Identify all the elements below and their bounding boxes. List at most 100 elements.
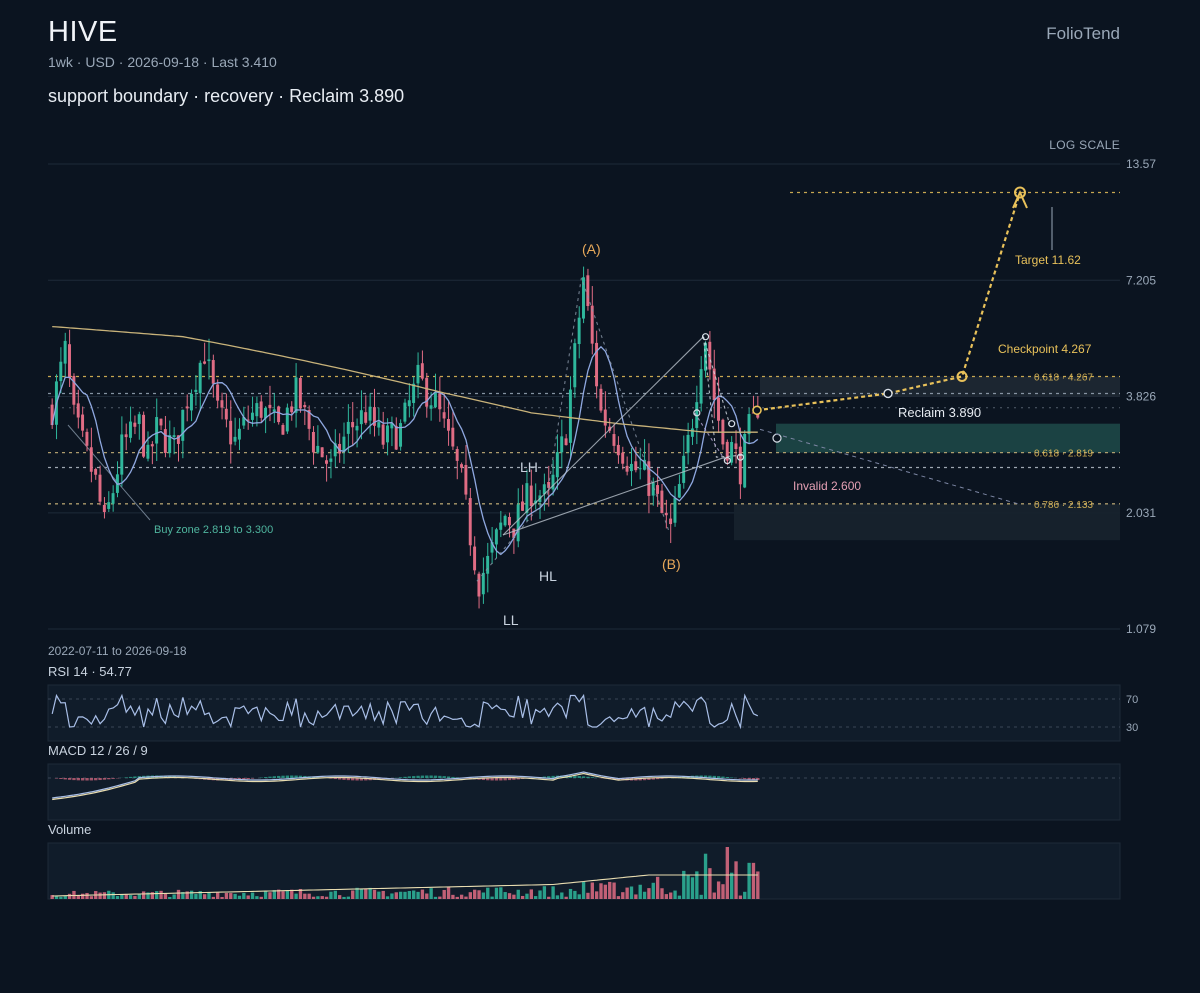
volume-bar (281, 891, 285, 899)
swing-label: HL (539, 568, 557, 584)
macd-line (52, 771, 758, 799)
candle (129, 406, 132, 443)
candle-body (529, 485, 533, 507)
candle-body (399, 423, 403, 447)
candle (259, 395, 263, 423)
macd-histogram-bar (651, 778, 655, 780)
candle (338, 433, 342, 463)
volume-bar (420, 889, 425, 899)
candle (89, 427, 93, 483)
candle (425, 372, 429, 418)
candle-body (150, 444, 154, 447)
candle (229, 400, 233, 464)
candle-body (377, 422, 381, 428)
volume-bar (181, 892, 185, 899)
macd-histogram-bar (76, 778, 80, 781)
candle-body (89, 447, 93, 472)
candle (625, 456, 629, 476)
volume-bar (355, 887, 359, 899)
candle-body (63, 340, 67, 364)
reclaim-label: Reclaim 3.890 (898, 405, 981, 420)
entry-marker (772, 433, 782, 443)
macd-histogram-bar (429, 775, 433, 778)
macd-histogram-bar (72, 778, 76, 781)
candle-body (355, 425, 359, 431)
volume-bar (682, 870, 686, 899)
volume-bar (730, 872, 734, 899)
macd-histogram-bar (67, 778, 72, 780)
candle-body (381, 424, 385, 445)
volume-bar (342, 896, 346, 899)
candle-body (394, 425, 398, 450)
candle (59, 347, 63, 394)
candle-body (168, 435, 172, 454)
macd-histogram-bar (503, 778, 507, 781)
candle-body (507, 516, 511, 526)
candle-body (229, 420, 233, 445)
volume-bar (416, 891, 420, 899)
candle (403, 398, 407, 424)
candle (303, 401, 307, 426)
macd-histogram-bar (721, 776, 725, 778)
candle (355, 418, 359, 448)
candle (298, 376, 302, 413)
macd-histogram-bar (398, 777, 403, 778)
candle (137, 411, 141, 440)
candle (738, 427, 742, 499)
candle-body (621, 452, 625, 464)
candle (150, 441, 154, 465)
volume-bar (494, 887, 499, 899)
swing-label: LL (503, 612, 519, 628)
volume-bar (211, 896, 216, 899)
candle (490, 526, 494, 565)
candle-body (725, 441, 729, 461)
triangle-edge (702, 336, 731, 424)
candle-body (68, 344, 71, 379)
volume-bar (525, 893, 529, 899)
candle-body (438, 393, 442, 410)
candle (333, 429, 337, 468)
volume-bar (486, 887, 490, 899)
candle (616, 436, 620, 464)
candle-body (316, 445, 320, 453)
target-marker (1014, 186, 1026, 199)
macd-histogram-bar (346, 778, 351, 781)
candle-body (490, 542, 494, 553)
volume-bar (695, 871, 699, 899)
candle-body (290, 406, 294, 413)
candle (481, 557, 485, 604)
volume-bar (712, 892, 716, 899)
candle (747, 408, 751, 445)
wave-path (476, 277, 670, 582)
candle-body (107, 502, 111, 509)
candle-body (129, 421, 132, 438)
candle-body (521, 501, 524, 511)
candle (525, 469, 529, 521)
candle-body (451, 427, 455, 447)
candle-body (743, 433, 747, 488)
macd-histogram-bar (708, 775, 712, 778)
candle-body (211, 360, 215, 384)
macd-histogram-bar (290, 775, 294, 778)
volume-bar (756, 871, 760, 899)
volume-bar (446, 886, 451, 899)
candle (285, 403, 289, 434)
volume-bar (664, 894, 669, 899)
candle (708, 331, 712, 380)
buy-zone-box (776, 423, 1120, 453)
candle (429, 392, 433, 421)
candle-body (364, 412, 368, 423)
candle-body (281, 424, 285, 435)
channel-upper (502, 336, 704, 536)
volume-bar (250, 892, 255, 899)
candle-body (560, 436, 564, 453)
candle (664, 499, 668, 529)
pattern-lines (476, 277, 762, 582)
candle (499, 510, 503, 538)
candle (264, 406, 267, 434)
candle-body (642, 459, 646, 470)
candle-body (464, 465, 468, 495)
macd-histogram-bar (425, 775, 429, 778)
candle-body (660, 490, 664, 513)
candle (621, 446, 625, 470)
